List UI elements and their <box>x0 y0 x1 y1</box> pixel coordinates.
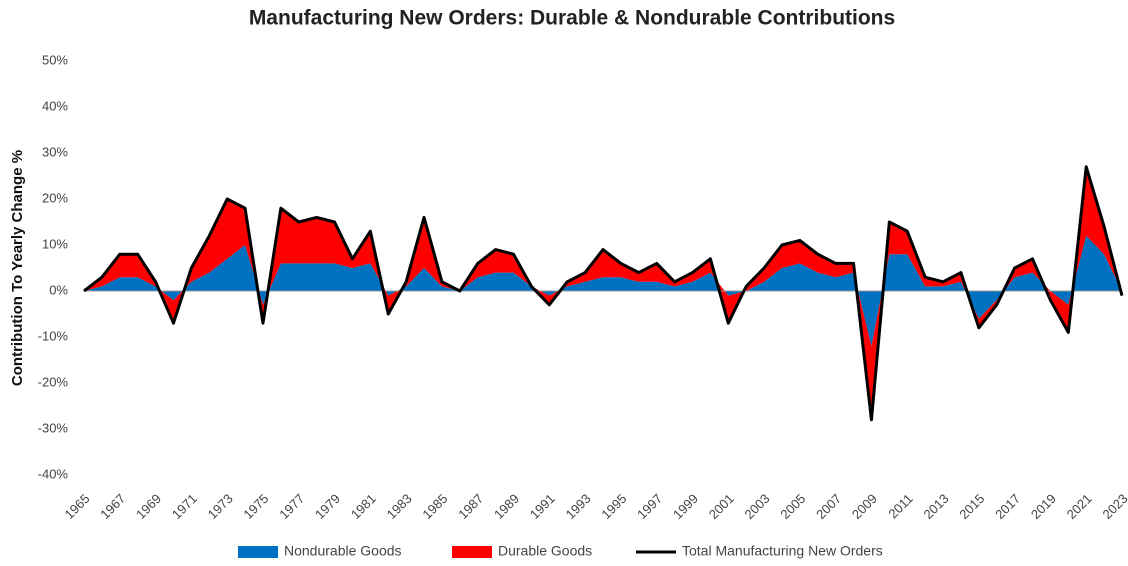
x-tick-label: 1981 <box>348 491 379 522</box>
line-series <box>83 165 1124 422</box>
x-tick-label: 1997 <box>634 491 665 522</box>
x-tick-label: 1987 <box>455 491 486 522</box>
x-tick-label: 1977 <box>276 491 307 522</box>
x-tick-label: 2021 <box>1064 491 1095 522</box>
x-tick-label: 1989 <box>491 491 522 522</box>
y-axis-title: Contribution To Yearly Change % <box>9 150 26 386</box>
x-tick-label: 1985 <box>419 491 450 522</box>
y-tick-label: -20% <box>38 374 69 389</box>
x-tick-label: 1967 <box>97 491 128 522</box>
legend-swatch <box>238 546 278 558</box>
x-tick-label: 1993 <box>563 491 594 522</box>
y-tick-label: -30% <box>38 420 69 435</box>
y-tick-label: -40% <box>38 466 69 481</box>
y-tick-label: 30% <box>42 144 68 159</box>
legend-label: Durable Goods <box>498 543 592 559</box>
x-tick-label: 1969 <box>133 491 164 522</box>
x-tick-label: 2011 <box>885 491 915 521</box>
legend-label: Total Manufacturing New Orders <box>682 543 883 559</box>
legend-label: Nondurable Goods <box>284 543 402 559</box>
x-tick-label: 2017 <box>992 491 1023 522</box>
x-tick-label: 2001 <box>706 491 737 522</box>
x-tick-label: 1995 <box>598 491 629 522</box>
x-tick-label: 1971 <box>169 491 200 522</box>
y-tick-label: 0% <box>49 282 68 297</box>
x-tick-label: 1975 <box>240 491 271 522</box>
x-tick-label: 1965 <box>61 491 92 522</box>
y-tick-label: 40% <box>42 98 68 113</box>
x-tick-label: 2015 <box>956 491 987 522</box>
x-tick-label: 2023 <box>1099 491 1128 522</box>
x-tick-label: 1991 <box>527 491 558 522</box>
chart-title: Manufacturing New Orders: Durable & Nond… <box>249 7 895 30</box>
x-tick-label: 2013 <box>921 491 952 522</box>
x-tick-label: 1979 <box>312 491 343 522</box>
legend-swatch <box>452 546 492 558</box>
x-tick-label: 2019 <box>1028 491 1059 522</box>
x-tick-label: 2007 <box>813 491 844 522</box>
y-tick-label: 20% <box>42 190 68 205</box>
x-tick-label: 1983 <box>384 491 415 522</box>
y-tick-label: -10% <box>38 328 69 343</box>
x-tick-label: 1973 <box>205 491 236 522</box>
x-tick-label: 2009 <box>849 491 880 522</box>
y-tick-label: 50% <box>42 52 68 67</box>
x-tick-label: 2003 <box>742 491 773 522</box>
x-tick-label: 2005 <box>777 491 808 522</box>
x-tick-label: 1999 <box>670 491 701 522</box>
y-tick-label: 10% <box>42 236 68 251</box>
